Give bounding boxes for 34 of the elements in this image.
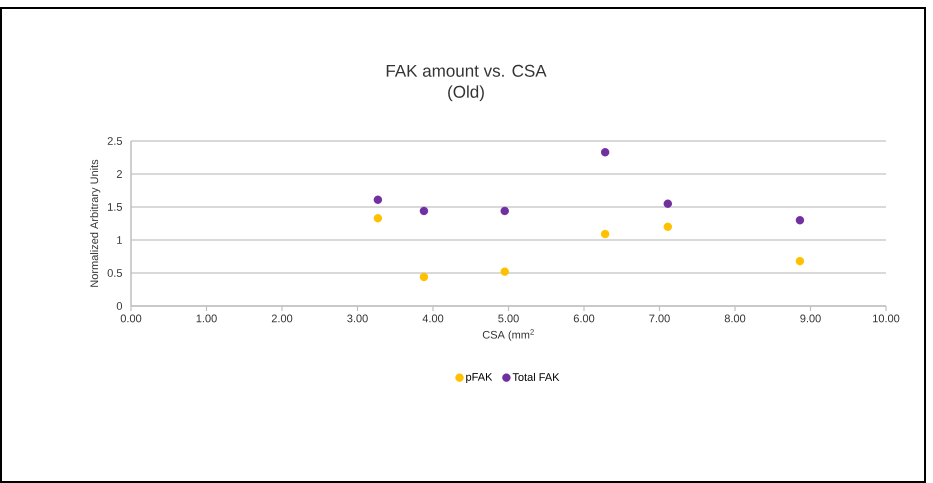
point bbox=[600, 148, 610, 156]
x-tick-label: 7.00 bbox=[649, 314, 670, 322]
point bbox=[420, 272, 428, 282]
x-tick-label: 1.00 bbox=[196, 314, 217, 322]
x-tick-label: 4.00 bbox=[422, 314, 444, 322]
legend-label: Total FAK bbox=[512, 372, 560, 381]
point bbox=[374, 214, 382, 222]
x-tick-label: 5.00 bbox=[498, 314, 519, 322]
x-tick-label: 3.00 bbox=[347, 314, 368, 322]
point bbox=[500, 267, 509, 276]
y-axis-title: Normalized Arbitrary Units bbox=[90, 160, 100, 287]
y-tick-label: 2.5 bbox=[108, 137, 122, 145]
y-tick-label: 1 bbox=[117, 236, 122, 244]
y-tick-label: 0 bbox=[116, 302, 122, 310]
x-tick-label: 8.00 bbox=[724, 314, 746, 322]
legend-label: pFAK bbox=[466, 373, 492, 383]
point bbox=[420, 206, 428, 216]
y-tick-label: 0.5 bbox=[108, 269, 122, 277]
x-tick-label: 0.00 bbox=[120, 314, 142, 322]
point bbox=[664, 222, 672, 231]
x-tick-label: 9.00 bbox=[800, 314, 821, 322]
point bbox=[600, 230, 610, 238]
x-tick-label: 10.00 bbox=[873, 314, 900, 322]
point bbox=[374, 196, 382, 204]
x-tick-label: 2.00 bbox=[272, 314, 292, 322]
point bbox=[664, 200, 672, 208]
chart-title: FAK amount vs. CSA (Old) bbox=[386, 64, 547, 102]
point bbox=[500, 206, 509, 216]
point bbox=[796, 216, 804, 224]
y-tick-label: 1.5 bbox=[108, 203, 122, 211]
point bbox=[796, 256, 804, 266]
y-tick-label: 2 bbox=[116, 170, 122, 178]
x-tick-label: 6.00 bbox=[574, 314, 594, 322]
x-axis-title: CSA (mm$^{2}$ bbox=[482, 329, 534, 341]
